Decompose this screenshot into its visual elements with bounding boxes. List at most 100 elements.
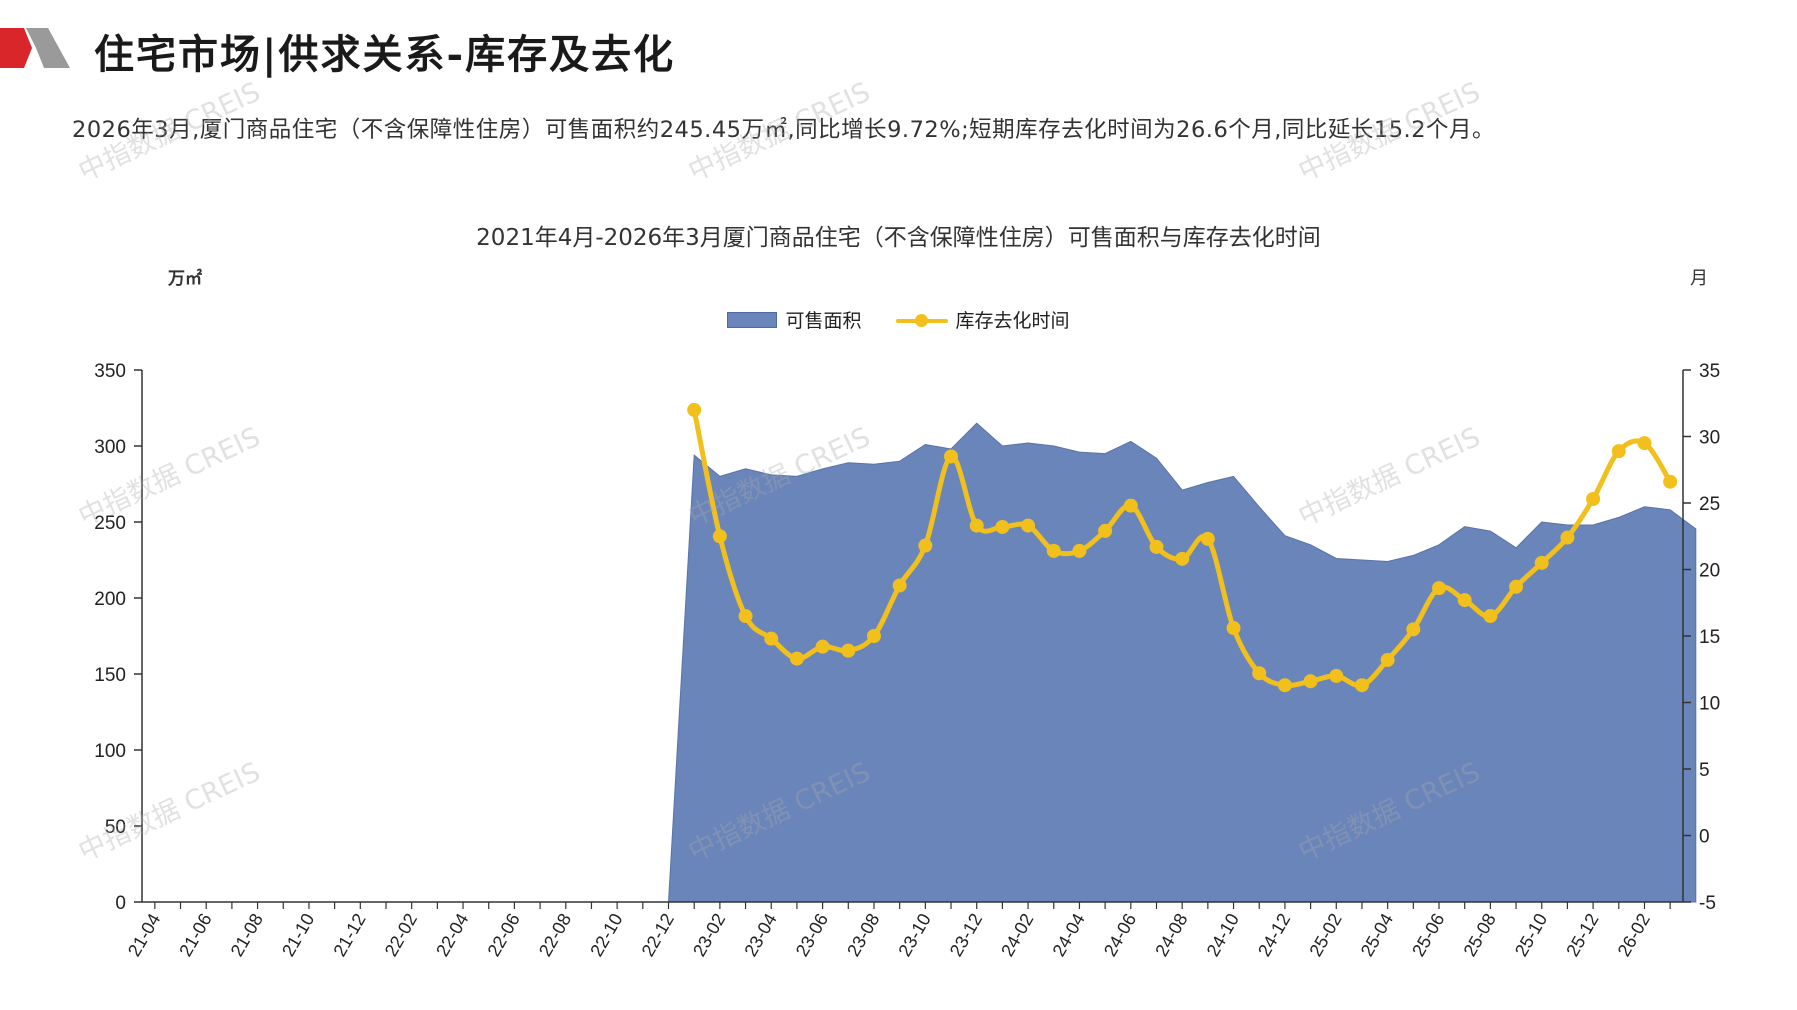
brand-logo [0,28,70,68]
series-area-可售面积 [667,422,1697,903]
x-tick-label: 22-02 [381,910,421,960]
legend-swatch-line [895,313,948,327]
chart-title: 2021年4月-2026年3月厦门商品住宅（不含保障性住房）可售面积与库存去化时… [476,225,1321,251]
line-point [1303,674,1318,689]
x-tick-label: 23-06 [792,910,832,960]
x-tick-label: 24-12 [1254,910,1294,960]
line-point [866,629,881,643]
summary-text: 2026年3月,厦门商品住宅（不含保障性住房）可售面积约245.45万㎡,同比增… [72,117,1496,143]
line-point [687,402,702,417]
line-point [1380,652,1395,667]
x-tick-label: 23-12 [946,910,986,960]
y-left-tick-label: 50 [105,817,126,838]
line-point [738,609,753,624]
y-left-tick-label: 250 [94,513,126,534]
x-tick-label: 21-04 [124,910,164,960]
line-point [1200,531,1215,546]
line-point [995,519,1010,534]
x-tick-label: 22-06 [484,910,524,960]
chart-legend: 可售面积 库存去化时间 [0,306,1797,333]
line-point [764,631,779,646]
line-point [944,449,959,464]
line-point [1611,444,1626,459]
line-point [841,643,856,658]
line-point [1277,678,1292,693]
x-tick-label: 25-10 [1511,910,1551,960]
x-tick-label: 24-10 [1203,910,1243,960]
logo-gray-shape [26,28,70,68]
legend-label-line: 库存去化时间 [955,310,1070,332]
legend-swatch-area [727,311,778,328]
y-right-tick-label: -5 [1699,893,1716,914]
x-tick-label: 24-06 [1100,910,1140,960]
y-left-tick-label: 200 [94,589,126,610]
x-tick-label: 23-08 [843,910,883,960]
line-point [1252,666,1267,681]
line-point [789,651,804,666]
line-point [1457,593,1472,608]
y-left-tick-label: 100 [94,741,126,762]
legend-item-area[interactable]: 可售面积 [727,306,862,333]
x-tick-label: 23-10 [894,910,934,960]
y-right-tick-label: 0 [1699,827,1710,848]
line-point [1432,581,1447,596]
y-left-tick-label: 300 [94,437,126,458]
line-point [1149,539,1164,554]
x-tick-label: 23-04 [740,910,780,960]
line-point [1406,622,1421,637]
y-right-tick-label: 5 [1699,760,1710,781]
line-point [892,578,907,593]
y-right-tick-label: 30 [1699,428,1720,449]
line-point [1483,609,1498,624]
line-point [1354,678,1369,693]
legend-item-line[interactable]: 库存去化时间 [895,306,1070,333]
y-right-tick-label: 15 [1699,627,1720,648]
legend-label-area: 可售面积 [785,310,862,332]
y-right-tick-label: 20 [1699,561,1720,582]
x-tick-label: 25-12 [1562,910,1602,960]
x-tick-label: 22-08 [535,910,575,960]
x-tick-label: 25-02 [1305,910,1345,960]
x-tick-label: 21-12 [329,910,369,960]
x-tick-label: 22-10 [586,910,626,960]
x-tick-label: 21-08 [227,910,267,960]
y-right-tick-label: 10 [1699,694,1720,715]
line-point [712,529,727,544]
page-title: 住宅市场|供求关系-库存及去化 [94,31,676,78]
line-point [1226,621,1241,636]
line-point [1072,543,1087,558]
x-tick-label: 25-08 [1459,910,1499,960]
line-point [1329,668,1344,683]
y-right-tick-label: 25 [1699,494,1720,515]
line-point [1123,498,1138,513]
x-tick-label: 22-04 [432,910,472,960]
y-right-tick-label: 35 [1699,361,1720,382]
x-tick-label: 24-08 [1151,910,1191,960]
line-point [1663,474,1678,489]
right-axis-unit: 月 [1690,268,1708,289]
x-tick-label: 21-06 [175,910,215,960]
x-tick-label: 22-12 [638,910,678,960]
line-point [1021,518,1036,533]
line-point [918,538,933,553]
line-point [1637,436,1652,451]
x-tick-label: 23-02 [689,910,729,960]
line-point [1534,555,1549,570]
y-left-tick-label: 350 [94,361,126,382]
y-left-tick-label: 150 [94,665,126,686]
line-point [1175,551,1190,566]
line-point [1098,523,1113,538]
left-axis-unit: 万㎡ [168,269,202,289]
x-tick-label: 25-06 [1408,910,1448,960]
line-point [969,518,984,533]
line-point [1560,530,1575,545]
x-tick-label: 21-10 [278,910,318,960]
logo-red-shape [0,28,32,68]
line-point [1586,492,1601,507]
x-tick-label: 25-04 [1357,910,1397,960]
x-tick-label: 26-02 [1614,910,1654,960]
y-left-tick-label: 0 [115,893,126,914]
x-tick-label: 24-02 [997,910,1037,960]
x-tick-label: 24-04 [1049,910,1089,960]
